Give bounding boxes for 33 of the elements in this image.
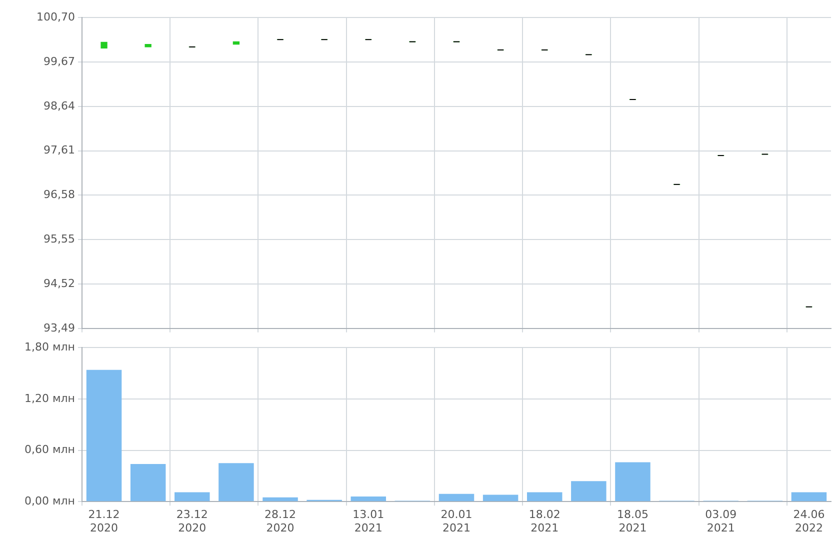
- y-tick-label: 98,64: [44, 99, 75, 112]
- x-tick-label: 21.12 2020: [88, 508, 120, 534]
- x-tick-label: 24.06 2022: [793, 508, 825, 534]
- bar: [86, 370, 122, 502]
- bar: [218, 463, 254, 502]
- bar: [526, 492, 562, 502]
- bar: [174, 492, 210, 502]
- bar: [350, 496, 386, 502]
- x-tick-label: 18.02 2021: [528, 508, 560, 534]
- y-tick-label: 95,55: [44, 232, 75, 246]
- bar: [571, 481, 606, 502]
- bar: [615, 462, 650, 502]
- x-tick-label: 03.09 2021: [705, 508, 737, 534]
- y-tick-label: 94,52: [44, 276, 75, 290]
- y-tick-label: 99,67: [44, 54, 75, 68]
- bar: [482, 494, 518, 502]
- x-tick-label: 23.12 2020: [176, 508, 208, 534]
- y-tick-label: 1,20 млн: [24, 392, 75, 405]
- y-tick-label: 100,70: [36, 10, 75, 24]
- bar: [438, 494, 474, 502]
- y-tick-label: 0,60 млн: [24, 443, 75, 456]
- x-tick-label: 18.05 2021: [616, 508, 648, 534]
- x-tick-label: 20.01 2021: [440, 508, 472, 534]
- y-tick-label: 93,49: [44, 321, 75, 334]
- bar: [791, 492, 827, 502]
- x-tick-label: 13.01 2021: [352, 508, 384, 534]
- y-tick-label: 1,80 млн: [24, 340, 75, 354]
- bar: [262, 497, 298, 502]
- bar: [130, 464, 166, 502]
- y-tick-label: 0,00 млн: [24, 494, 75, 508]
- y-tick-label: 97,61: [44, 144, 75, 157]
- x-tick-label: 28.12 2020: [264, 508, 296, 534]
- y-tick-label: 96,58: [44, 188, 75, 202]
